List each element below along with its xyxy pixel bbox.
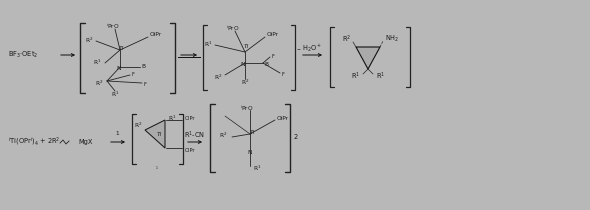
Text: R$^2$: R$^2$ xyxy=(219,130,227,140)
Polygon shape xyxy=(356,47,380,69)
Text: BF$_3$$\cdot$OEt$_2$: BF$_3$$\cdot$OEt$_2$ xyxy=(8,50,38,60)
Text: F: F xyxy=(271,54,274,59)
Text: F: F xyxy=(143,81,146,87)
Text: $^i$Ti(OPr$^i$)$_4$ + 2R$^2$: $^i$Ti(OPr$^i$)$_4$ + 2R$^2$ xyxy=(8,136,61,148)
Text: B: B xyxy=(264,62,268,67)
Text: N: N xyxy=(248,151,253,155)
Text: F: F xyxy=(281,71,284,76)
Text: R$^2$: R$^2$ xyxy=(214,72,222,82)
Text: R$^1$: R$^1$ xyxy=(376,70,385,82)
Text: R$^1$-CN: R$^1$-CN xyxy=(185,129,205,141)
Text: F: F xyxy=(132,71,135,76)
Text: $^i$PrO: $^i$PrO xyxy=(226,23,240,33)
Text: R$^2$: R$^2$ xyxy=(241,77,249,87)
Text: Ti: Ti xyxy=(243,45,248,50)
Text: Ti: Ti xyxy=(250,130,255,135)
Text: OiPr: OiPr xyxy=(185,147,195,152)
Text: R$^1$: R$^1$ xyxy=(111,89,119,99)
Text: $\mathit{1}$: $\mathit{1}$ xyxy=(116,129,120,137)
Text: 2: 2 xyxy=(294,134,298,140)
Text: R$^1$: R$^1$ xyxy=(93,57,101,67)
Text: $^i$PrO: $^i$PrO xyxy=(106,21,120,31)
Text: R$^2$: R$^2$ xyxy=(84,35,93,45)
Text: R$^1$: R$^1$ xyxy=(204,39,212,49)
Text: OiPr: OiPr xyxy=(150,33,162,38)
Text: Ti: Ti xyxy=(156,131,162,136)
Text: H$_2$O$^+$: H$_2$O$^+$ xyxy=(302,42,322,54)
Text: R$^2$: R$^2$ xyxy=(94,78,103,88)
Text: R$^2$: R$^2$ xyxy=(134,120,142,130)
Text: B: B xyxy=(141,63,145,68)
Text: $^i$PrO: $^i$PrO xyxy=(240,103,254,113)
Text: MgX: MgX xyxy=(78,139,93,145)
Text: Ti: Ti xyxy=(119,46,124,51)
Text: N: N xyxy=(117,66,122,71)
Text: NH$_2$: NH$_2$ xyxy=(385,34,399,44)
Text: OiPr: OiPr xyxy=(185,116,195,121)
Text: OiPr: OiPr xyxy=(277,116,289,121)
Polygon shape xyxy=(145,120,165,148)
Text: $^-$: $^-$ xyxy=(296,47,302,53)
Text: N: N xyxy=(241,62,245,67)
Text: $^1$: $^1$ xyxy=(155,165,159,171)
Text: R$^2$: R$^2$ xyxy=(342,33,351,45)
Text: R$^1$: R$^1$ xyxy=(168,113,176,123)
Text: R$^1$: R$^1$ xyxy=(253,163,261,173)
Text: OiPr: OiPr xyxy=(267,33,279,38)
Text: R$^1$: R$^1$ xyxy=(351,70,360,82)
